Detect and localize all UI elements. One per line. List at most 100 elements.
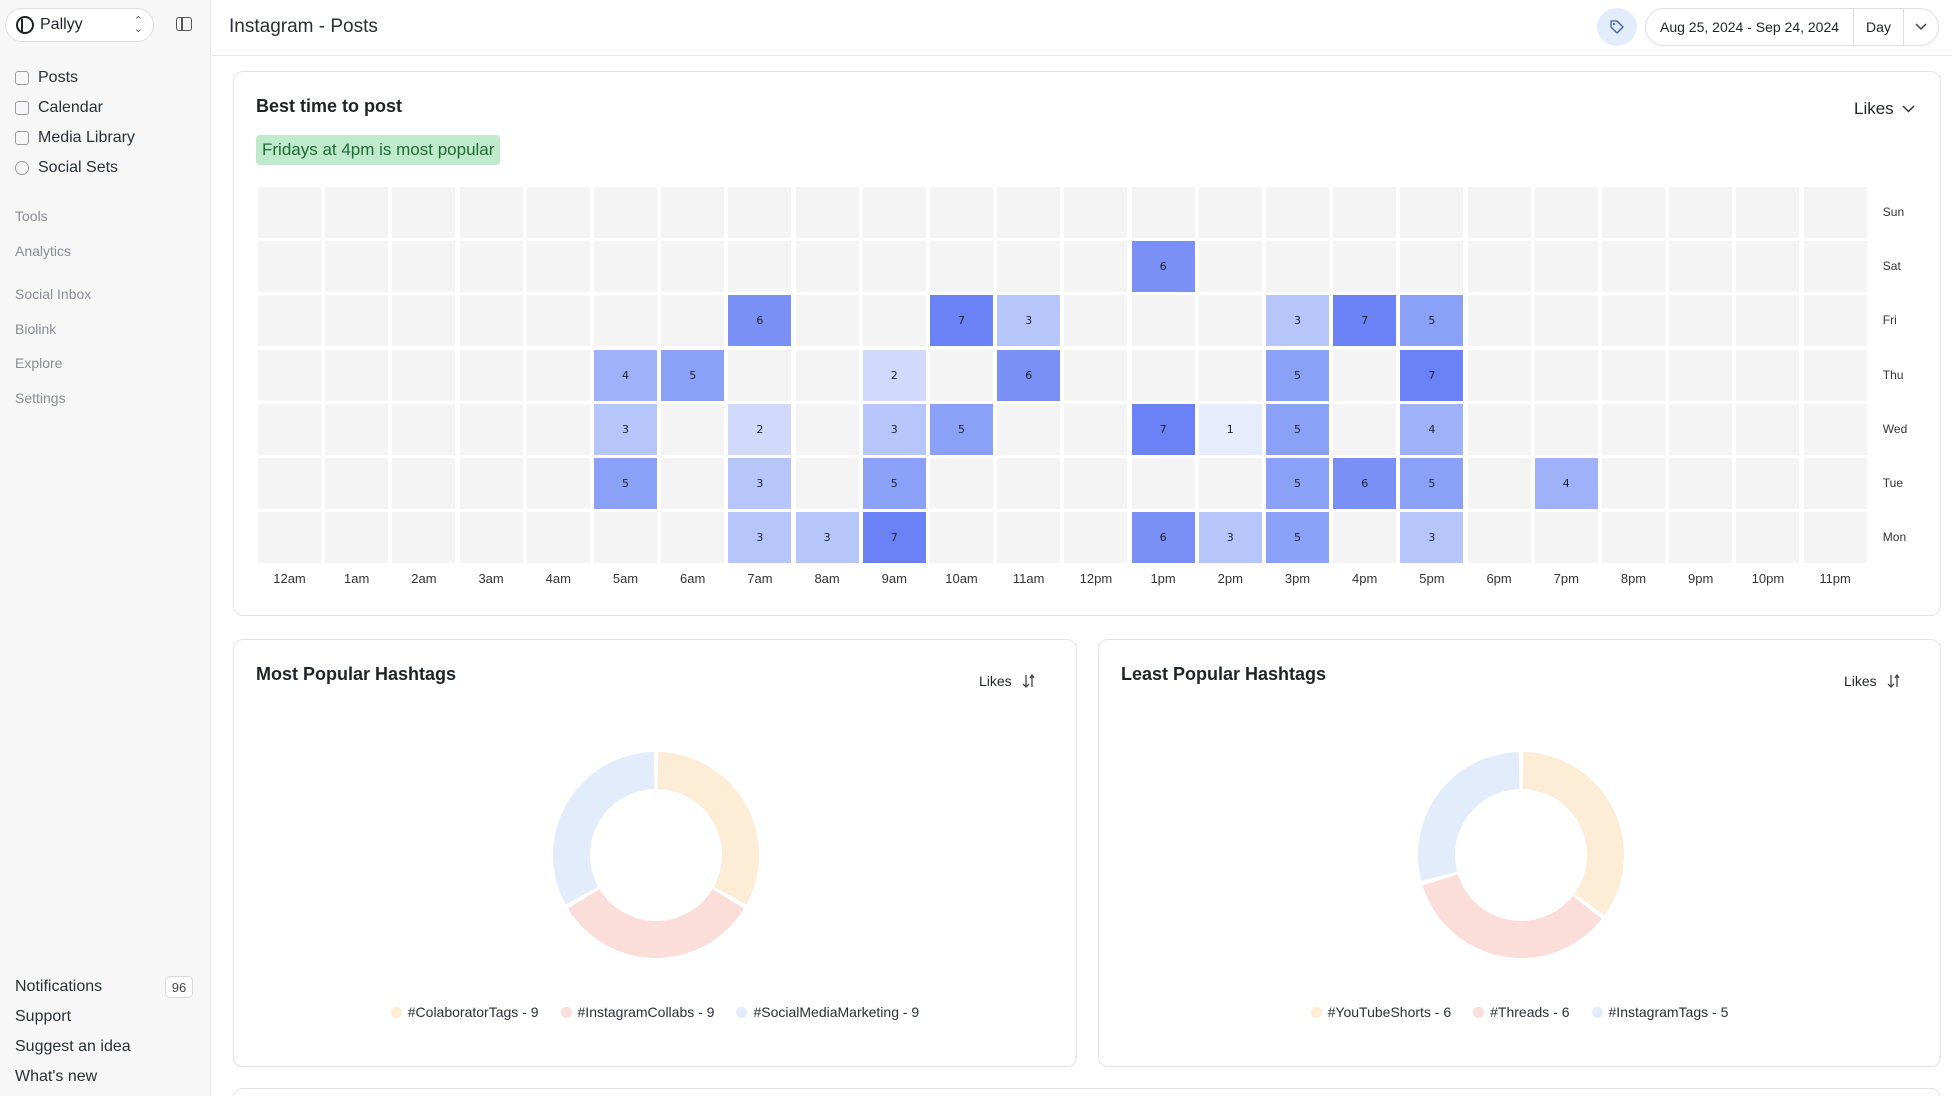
heatmap-cell <box>1534 241 1598 293</box>
workspace-switcher[interactable]: Pallyy ⌃ ⌄ <box>5 8 154 42</box>
heatmap-cell: 5 <box>661 349 725 401</box>
donut-slice[interactable] <box>1418 752 1520 881</box>
most-popular-hashtags-card: Most Popular Hashtags Likes #Colaborator… <box>233 639 1077 1067</box>
main-nav: Posts Calendar Media Library Social Sets <box>15 63 135 183</box>
heatmap-cell <box>325 458 389 509</box>
date-range-picker[interactable]: Aug 25, 2024 - Sep 24, 2024 <box>1646 9 1855 45</box>
sidebar-item-calendar[interactable]: Calendar <box>15 93 135 123</box>
heatmap-row-label: Mon <box>1882 530 1907 545</box>
heatmap-cell: 3 <box>728 458 792 509</box>
heatmap-cell: 3 <box>862 403 926 455</box>
heatmap-cell <box>795 349 859 401</box>
heatmap-cell <box>392 295 456 347</box>
chart-legend: #YouTubeShorts - 6 #Threads - 6 #Instagr… <box>1099 1004 1940 1020</box>
heatmap-cell <box>1131 349 1195 401</box>
heatmap-cell <box>459 241 523 293</box>
heatmap-cell <box>1736 403 1800 455</box>
sidebar-item-analytics[interactable]: Analytics <box>15 243 72 259</box>
heatmap-cell <box>1736 187 1800 238</box>
metric-select[interactable]: Likes <box>1854 99 1915 119</box>
tag-filter-button[interactable] <box>1597 8 1637 46</box>
heatmap-cell <box>997 458 1061 509</box>
date-filter: Aug 25, 2024 - Sep 24, 2024 Day <box>1645 8 1939 46</box>
sidebar-item-social-sets[interactable]: Social Sets <box>15 153 135 183</box>
heatmap-cell <box>930 458 993 509</box>
heatmap-cell <box>1064 512 1128 564</box>
sidebar-item-explore[interactable]: Explore <box>15 355 63 371</box>
heatmap-cell <box>1669 295 1733 347</box>
notification-count-badge: 96 <box>165 976 193 998</box>
sidebar-toggle-icon[interactable] <box>176 17 192 31</box>
heatmap-cell <box>1198 295 1262 347</box>
sort-metric-button[interactable]: Likes <box>979 673 1036 689</box>
heatmap-cell <box>1602 349 1665 401</box>
heatmap-cell: 3 <box>1198 512 1262 564</box>
donut-slice[interactable] <box>567 889 745 958</box>
legend-label: #Threads - 6 <box>1490 1004 1570 1020</box>
heatmap-cell: 6 <box>1333 458 1397 509</box>
sidebar-item-support[interactable]: Support <box>15 1002 193 1032</box>
heatmap-cell <box>661 187 725 238</box>
heatmap-cell <box>1064 241 1128 293</box>
sidebar-item-label: Notifications <box>15 978 103 995</box>
sidebar-item-label: Calendar <box>38 99 103 116</box>
heatmap-col-label: 2pm <box>1217 571 1243 587</box>
heatmap-col-label: 4am <box>545 571 571 587</box>
legend-swatch <box>1591 1006 1603 1018</box>
heatmap-cell: 3 <box>1400 512 1464 564</box>
legend-swatch <box>736 1006 748 1018</box>
heatmap-cell <box>392 403 456 455</box>
donut-slice[interactable] <box>1422 874 1602 958</box>
heatmap-cell <box>1333 349 1397 401</box>
heatmap-cell <box>1534 403 1598 455</box>
heatmap-cell <box>795 403 859 455</box>
most-popular-badge: Fridays at 4pm is most popular <box>256 135 501 165</box>
heatmap-cell <box>728 187 792 238</box>
legend-item: #YouTubeShorts - 6 <box>1310 1004 1451 1020</box>
heatmap-cell <box>526 295 590 347</box>
heatmap-cell: 5 <box>1266 403 1329 455</box>
heatmap-cell <box>594 512 657 564</box>
sidebar-item-settings[interactable]: Settings <box>15 390 66 406</box>
bottom-nav: Notifications 96 Support Suggest an idea… <box>15 972 193 1092</box>
pallyy-logo-icon <box>16 16 34 34</box>
sidebar-item-posts[interactable]: Posts <box>15 63 135 93</box>
workspace-name: Pallyy <box>40 16 83 33</box>
donut-slice[interactable] <box>657 752 759 905</box>
sidebar-item-whats-new[interactable]: What's new <box>15 1062 193 1092</box>
granularity-select[interactable]: Day <box>1854 9 1904 45</box>
heatmap-cell <box>392 512 456 564</box>
heatmap-cell <box>795 295 859 347</box>
heatmap-cell <box>862 187 926 238</box>
legend-label: #SocialMediaMarketing - 9 <box>753 1004 920 1020</box>
heatmap-cell <box>459 458 523 509</box>
heatmap-cell <box>258 187 321 238</box>
heatmap-cell <box>1064 349 1128 401</box>
heatmap-cell <box>258 241 321 293</box>
sidebar-item-label: Social Sets <box>38 159 119 176</box>
sidebar-item-social-inbox[interactable]: Social Inbox <box>15 286 92 302</box>
heatmap-cell: 3 <box>594 403 657 455</box>
donut-slice[interactable] <box>553 752 655 905</box>
heatmap-cell <box>1669 403 1733 455</box>
heatmap-cell <box>392 458 456 509</box>
heatmap-cell: 7 <box>1333 295 1397 347</box>
heatmap-cell <box>930 187 993 238</box>
heatmap-cell <box>459 295 523 347</box>
heatmap-cell <box>661 458 725 509</box>
sidebar-item-suggest-idea[interactable]: Suggest an idea <box>15 1032 193 1062</box>
sort-metric-button[interactable]: Likes <box>1844 673 1901 689</box>
heatmap-cell: 5 <box>1266 458 1329 509</box>
granularity-dropdown-button[interactable] <box>1904 23 1938 31</box>
heatmap-cell: 4 <box>594 349 657 401</box>
heatmap-cell <box>1534 349 1598 401</box>
sidebar-item-media-library[interactable]: Media Library <box>15 123 135 153</box>
heatmap-cell <box>1400 187 1464 238</box>
donut-slice[interactable] <box>1522 752 1624 916</box>
sidebar-item-tools[interactable]: Tools <box>15 208 48 224</box>
least-popular-hashtags-card: Least Popular Hashtags Likes #YouTubeSho… <box>1098 639 1941 1067</box>
sidebar-item-biolink[interactable]: Biolink <box>15 321 57 337</box>
heatmap-cell <box>594 187 657 238</box>
sidebar-item-notifications[interactable]: Notifications 96 <box>15 972 193 1002</box>
heatmap-cell <box>526 187 590 238</box>
